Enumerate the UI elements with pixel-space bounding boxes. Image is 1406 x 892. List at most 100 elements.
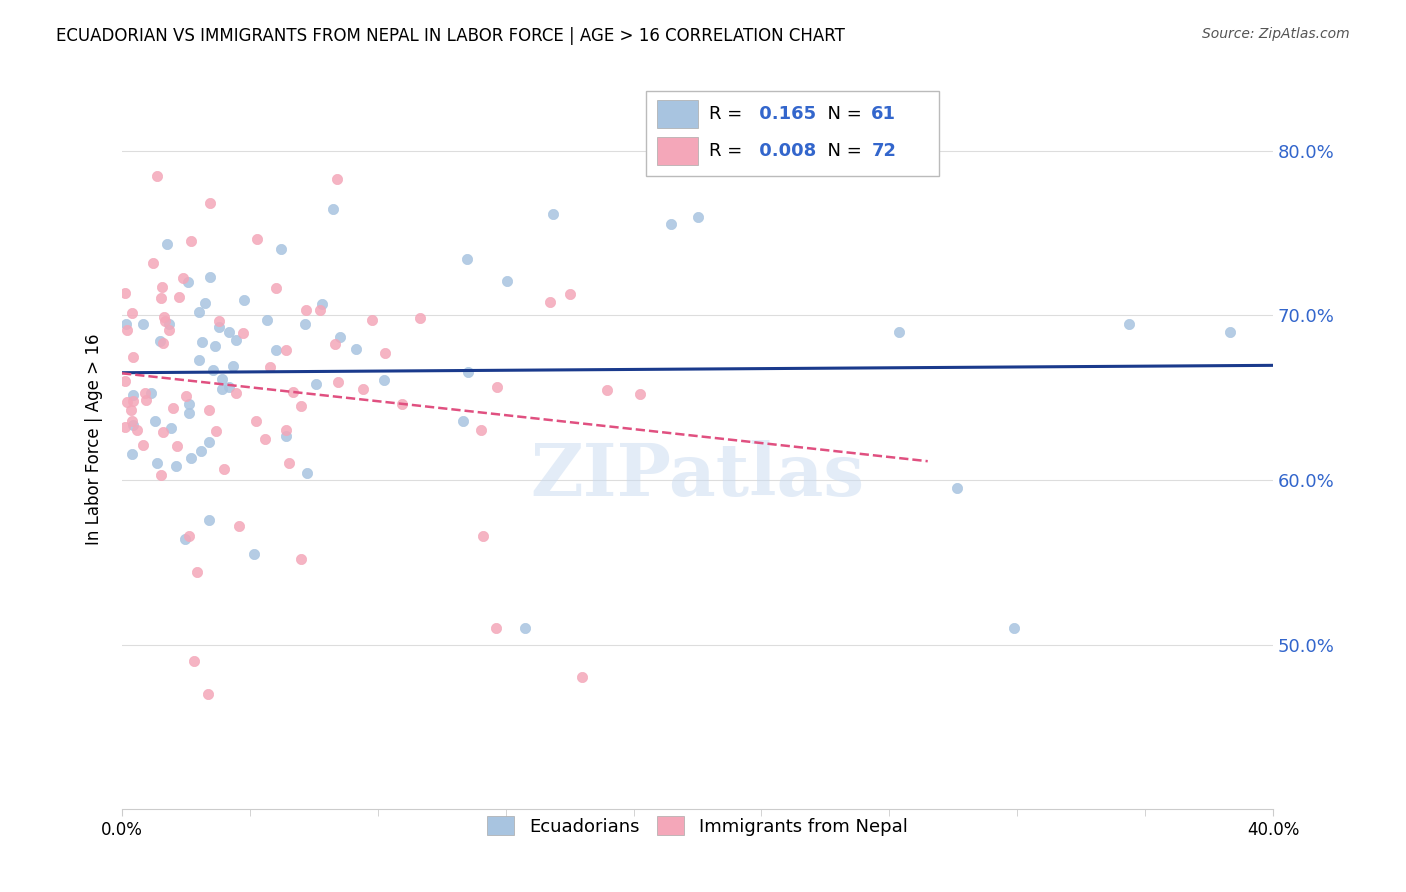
- FancyBboxPatch shape: [657, 100, 697, 128]
- Text: N =: N =: [815, 142, 868, 160]
- Point: [132, 437, 155, 451]
- Text: 0.008: 0.008: [752, 142, 815, 160]
- Legend: Ecuadorians, Immigrants from Nepal: Ecuadorians, Immigrants from Nepal: [478, 807, 917, 845]
- Point: [152, 336, 174, 351]
- Point: [190, 444, 212, 458]
- Point: [121, 305, 143, 319]
- Point: [150, 280, 173, 294]
- Point: [177, 396, 200, 410]
- Point: [457, 365, 479, 379]
- Point: [352, 383, 374, 397]
- Point: [391, 397, 413, 411]
- Point: [146, 169, 169, 183]
- Point: [211, 382, 233, 396]
- Point: [1118, 317, 1140, 331]
- Point: [290, 552, 312, 566]
- Point: [134, 386, 156, 401]
- Point: [157, 318, 180, 332]
- Point: [270, 242, 292, 256]
- Point: [150, 467, 173, 482]
- Point: [131, 317, 153, 331]
- Point: [173, 271, 195, 285]
- Point: [177, 405, 200, 419]
- Point: [160, 421, 183, 435]
- Point: [208, 314, 231, 328]
- Point: [945, 481, 967, 495]
- Point: [361, 313, 384, 327]
- Point: [180, 450, 202, 465]
- Point: [200, 269, 222, 284]
- Point: [121, 447, 143, 461]
- Text: 61: 61: [872, 104, 897, 123]
- Point: [204, 339, 226, 353]
- Point: [256, 313, 278, 327]
- Point: [218, 380, 240, 394]
- Point: [122, 350, 145, 364]
- Point: [222, 359, 245, 373]
- Point: [139, 386, 162, 401]
- Point: [471, 529, 494, 543]
- Point: [211, 372, 233, 386]
- Point: [157, 323, 180, 337]
- FancyBboxPatch shape: [657, 136, 697, 165]
- Point: [201, 362, 224, 376]
- Point: [186, 565, 208, 579]
- Point: [145, 457, 167, 471]
- Point: [143, 414, 166, 428]
- Point: [344, 343, 367, 357]
- Point: [1219, 325, 1241, 339]
- Point: [162, 401, 184, 416]
- Point: [274, 423, 297, 437]
- Point: [122, 394, 145, 409]
- Point: [232, 326, 254, 340]
- Point: [141, 256, 163, 270]
- Point: [191, 334, 214, 349]
- Text: 72: 72: [872, 142, 897, 160]
- Point: [513, 621, 536, 635]
- Text: R =: R =: [709, 104, 748, 123]
- Point: [628, 387, 651, 401]
- Point: [179, 529, 201, 543]
- Point: [290, 399, 312, 413]
- Point: [135, 392, 157, 407]
- Point: [294, 317, 316, 331]
- Point: [571, 670, 593, 684]
- Point: [115, 394, 138, 409]
- Point: [496, 274, 519, 288]
- Point: [114, 318, 136, 332]
- Point: [165, 459, 187, 474]
- Point: [173, 532, 195, 546]
- Point: [374, 346, 396, 360]
- Point: [121, 414, 143, 428]
- Point: [198, 435, 221, 450]
- Point: [198, 196, 221, 211]
- Point: [150, 291, 173, 305]
- Text: 0.165: 0.165: [752, 104, 815, 123]
- Text: N =: N =: [815, 104, 868, 123]
- Point: [543, 207, 565, 221]
- Point: [558, 286, 581, 301]
- Point: [305, 377, 328, 392]
- Point: [121, 418, 143, 433]
- Point: [114, 374, 136, 388]
- Point: [156, 236, 179, 251]
- Point: [295, 466, 318, 480]
- Point: [225, 386, 247, 401]
- Point: [166, 439, 188, 453]
- Point: [540, 295, 562, 310]
- Point: [122, 387, 145, 401]
- Point: [281, 384, 304, 399]
- Point: [686, 210, 709, 224]
- Point: [187, 304, 209, 318]
- Text: ECUADORIAN VS IMMIGRANTS FROM NEPAL IN LABOR FORCE | AGE > 16 CORRELATION CHART: ECUADORIAN VS IMMIGRANTS FROM NEPAL IN L…: [56, 27, 845, 45]
- Point: [188, 352, 211, 367]
- Point: [233, 293, 256, 307]
- Point: [197, 513, 219, 527]
- Point: [243, 547, 266, 561]
- Point: [311, 296, 333, 310]
- Point: [228, 519, 250, 533]
- Point: [152, 425, 174, 439]
- Point: [246, 232, 269, 246]
- Point: [274, 429, 297, 443]
- Point: [323, 337, 346, 351]
